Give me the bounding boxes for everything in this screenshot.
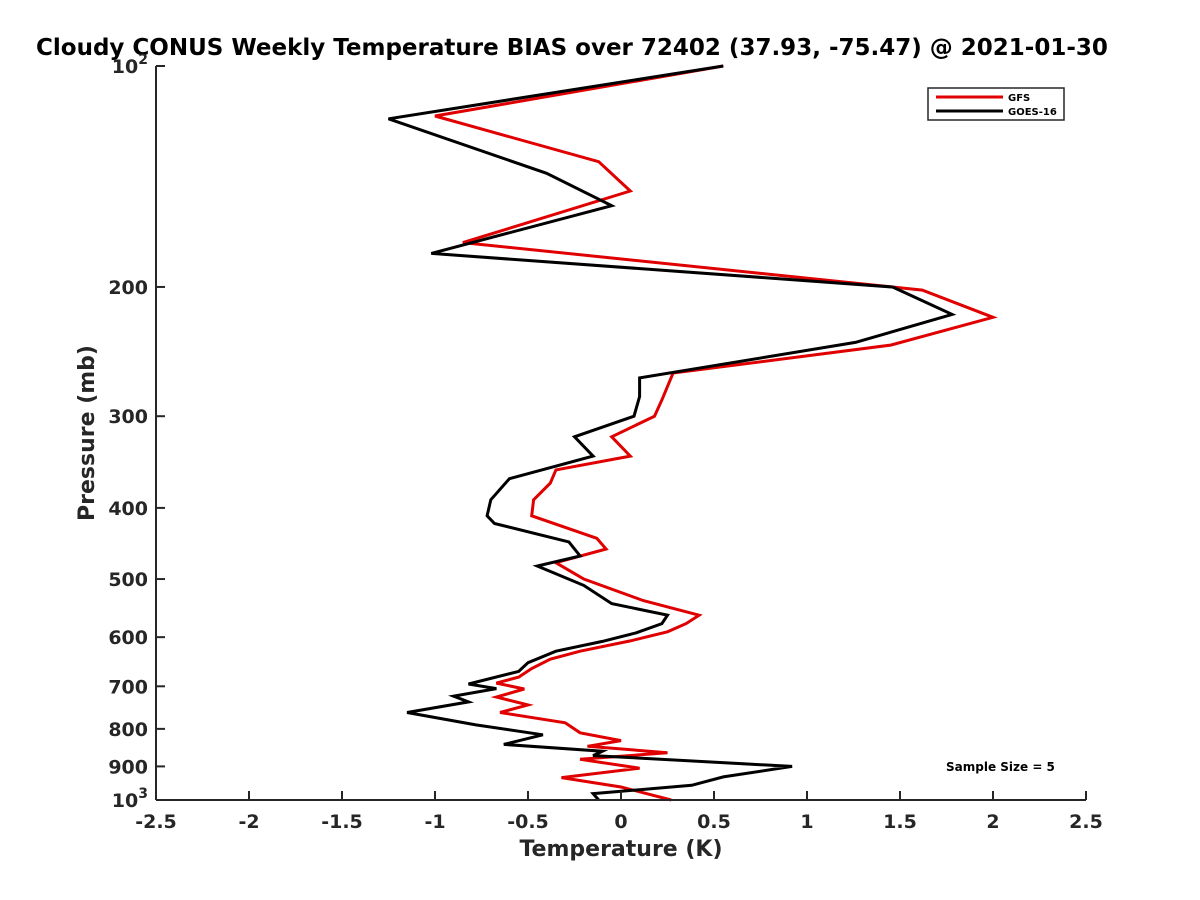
- y-tick-label: 600: [108, 627, 148, 649]
- legend-label: GFS: [1008, 93, 1030, 104]
- y-ticks: 102 200 300 400 500 600 700 800 900 103: [108, 52, 165, 812]
- x-tick-label: -0.5: [507, 811, 549, 833]
- x-tick-label: -1: [424, 811, 445, 833]
- legend-label: GOES-16: [1008, 107, 1057, 118]
- y-tick-label: 800: [108, 719, 148, 741]
- sample-size-annotation: Sample Size = 5: [946, 760, 1055, 774]
- y-tick-label: 400: [108, 498, 148, 520]
- legend: GFS GOES-16: [927, 87, 1065, 121]
- y-tick-label: 200: [108, 277, 148, 299]
- y-tick-label: 102: [112, 52, 148, 78]
- series-line-goes-16: [388, 64, 957, 801]
- y-tick-label: 300: [108, 406, 148, 428]
- x-tick-label: 2.5: [1069, 811, 1103, 833]
- x-tick-label: 2: [986, 811, 999, 833]
- y-tick-label: 900: [108, 756, 148, 778]
- y-axis-label: Pressure (mb): [75, 345, 100, 521]
- series-layer: [388, 64, 998, 802]
- x-tick-label: -2.5: [135, 811, 177, 833]
- y-tick-label: 700: [108, 676, 148, 698]
- legend-box: [927, 87, 1065, 121]
- x-ticks: -2.5 -2 -1.5 -1 -0.5 0 0.5 1 1.5 2 2.5: [135, 791, 1103, 833]
- x-tick-label: 0.5: [697, 811, 731, 833]
- x-tick-label: 1: [800, 811, 813, 833]
- x-tick-label: 0: [614, 811, 627, 833]
- series-line-gfs: [434, 64, 998, 802]
- x-tick-label: -1.5: [321, 811, 363, 833]
- y-tick-label: 500: [108, 569, 148, 591]
- x-axis-label: Temperature (K): [519, 837, 722, 862]
- chart-title: Cloudy CONUS Weekly Temperature BIAS ove…: [36, 35, 1108, 61]
- x-tick-label: 1.5: [883, 811, 917, 833]
- y-tick-label: 103: [112, 786, 148, 812]
- x-tick-label: -2: [238, 811, 259, 833]
